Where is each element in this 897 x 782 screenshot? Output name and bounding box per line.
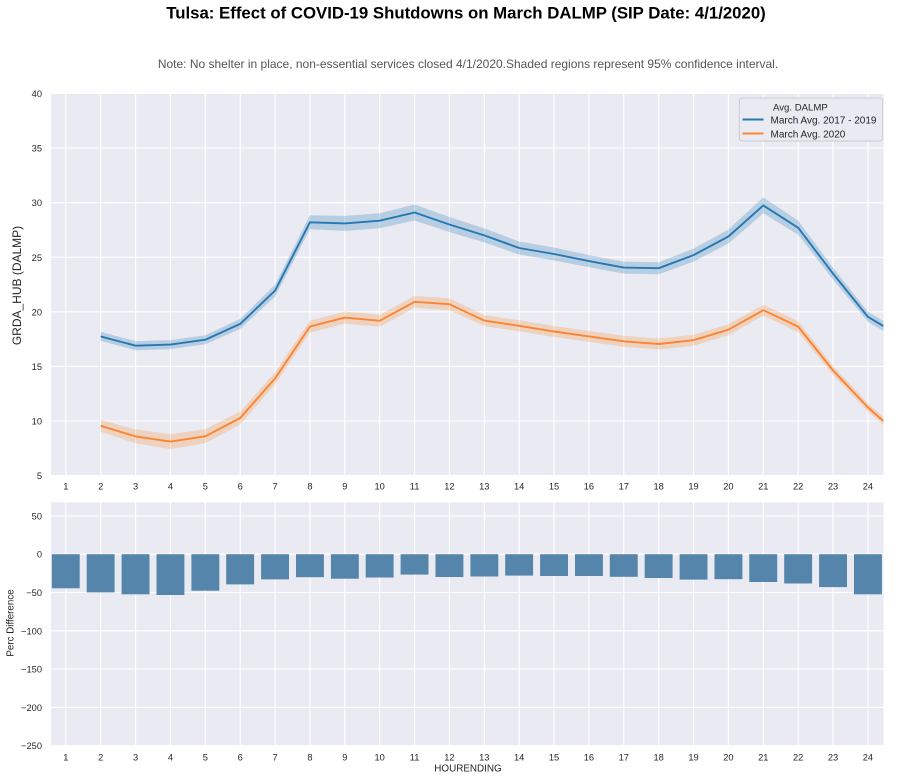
svg-text:19: 19 (688, 753, 698, 763)
svg-text:0: 0 (37, 550, 42, 560)
svg-text:5: 5 (203, 482, 208, 492)
svg-text:HOURENDING: HOURENDING (434, 764, 501, 775)
svg-text:20: 20 (723, 753, 733, 763)
svg-text:14: 14 (514, 753, 524, 763)
svg-text:19: 19 (688, 482, 698, 492)
svg-text:−250: −250 (21, 741, 42, 751)
svg-text:22: 22 (793, 482, 803, 492)
svg-text:−150: −150 (21, 665, 42, 675)
svg-text:Perc Difference: Perc Difference (5, 589, 16, 657)
svg-text:9: 9 (342, 753, 347, 763)
svg-text:2: 2 (98, 753, 103, 763)
svg-text:1: 1 (63, 482, 68, 492)
svg-text:30: 30 (32, 198, 42, 208)
svg-text:11: 11 (410, 482, 420, 492)
svg-text:17: 17 (619, 753, 629, 763)
svg-text:3: 3 (133, 753, 138, 763)
svg-text:14: 14 (514, 482, 524, 492)
svg-text:March Avg. 2020: March Avg. 2020 (771, 130, 846, 141)
svg-text:23: 23 (828, 482, 838, 492)
svg-text:16: 16 (584, 482, 594, 492)
svg-text:GRDA_HUB (DALMP): GRDA_HUB (DALMP) (10, 226, 24, 345)
svg-text:15: 15 (549, 482, 559, 492)
svg-text:11: 11 (410, 753, 420, 763)
svg-text:1: 1 (63, 753, 68, 763)
svg-text:40: 40 (32, 89, 42, 99)
svg-text:16: 16 (584, 753, 594, 763)
svg-text:21: 21 (758, 482, 768, 492)
svg-text:10: 10 (32, 417, 42, 427)
svg-text:18: 18 (654, 753, 664, 763)
svg-text:8: 8 (307, 482, 312, 492)
svg-text:20: 20 (32, 307, 42, 317)
svg-text:2: 2 (98, 482, 103, 492)
svg-text:−50: −50 (26, 588, 42, 598)
svg-text:6: 6 (238, 753, 243, 763)
svg-text:4: 4 (168, 482, 173, 492)
svg-text:10: 10 (375, 753, 385, 763)
svg-text:March Avg. 2017 - 2019: March Avg. 2017 - 2019 (771, 115, 877, 126)
svg-text:5: 5 (37, 471, 42, 481)
svg-text:13: 13 (479, 753, 489, 763)
svg-text:23: 23 (828, 753, 838, 763)
svg-text:9: 9 (342, 482, 347, 492)
svg-text:15: 15 (549, 753, 559, 763)
svg-text:22: 22 (793, 753, 803, 763)
svg-text:7: 7 (273, 482, 278, 492)
svg-text:7: 7 (273, 753, 278, 763)
svg-text:−100: −100 (21, 626, 42, 636)
svg-text:24: 24 (863, 753, 873, 763)
svg-text:25: 25 (32, 253, 42, 263)
svg-text:Tulsa: Effect of COVID-19 Shut: Tulsa: Effect of COVID-19 Shutdowns on M… (166, 4, 766, 23)
svg-text:10: 10 (375, 482, 385, 492)
svg-text:4: 4 (168, 753, 173, 763)
svg-text:35: 35 (32, 144, 42, 154)
svg-text:18: 18 (654, 482, 664, 492)
svg-text:6: 6 (238, 482, 243, 492)
svg-text:−200: −200 (21, 703, 42, 713)
svg-text:15: 15 (32, 362, 42, 372)
svg-text:17: 17 (619, 482, 629, 492)
svg-text:50: 50 (32, 511, 42, 521)
svg-text:Note: No shelter in place, non: Note: No shelter in place, non-essential… (158, 57, 778, 71)
svg-text:12: 12 (444, 753, 454, 763)
svg-text:13: 13 (479, 482, 489, 492)
svg-text:24: 24 (863, 482, 873, 492)
svg-text:21: 21 (758, 753, 768, 763)
svg-text:3: 3 (133, 482, 138, 492)
svg-text:Avg. DALMP: Avg. DALMP (773, 102, 828, 113)
svg-text:8: 8 (307, 753, 312, 763)
svg-text:12: 12 (444, 482, 454, 492)
svg-text:5: 5 (203, 753, 208, 763)
svg-text:20: 20 (723, 482, 733, 492)
